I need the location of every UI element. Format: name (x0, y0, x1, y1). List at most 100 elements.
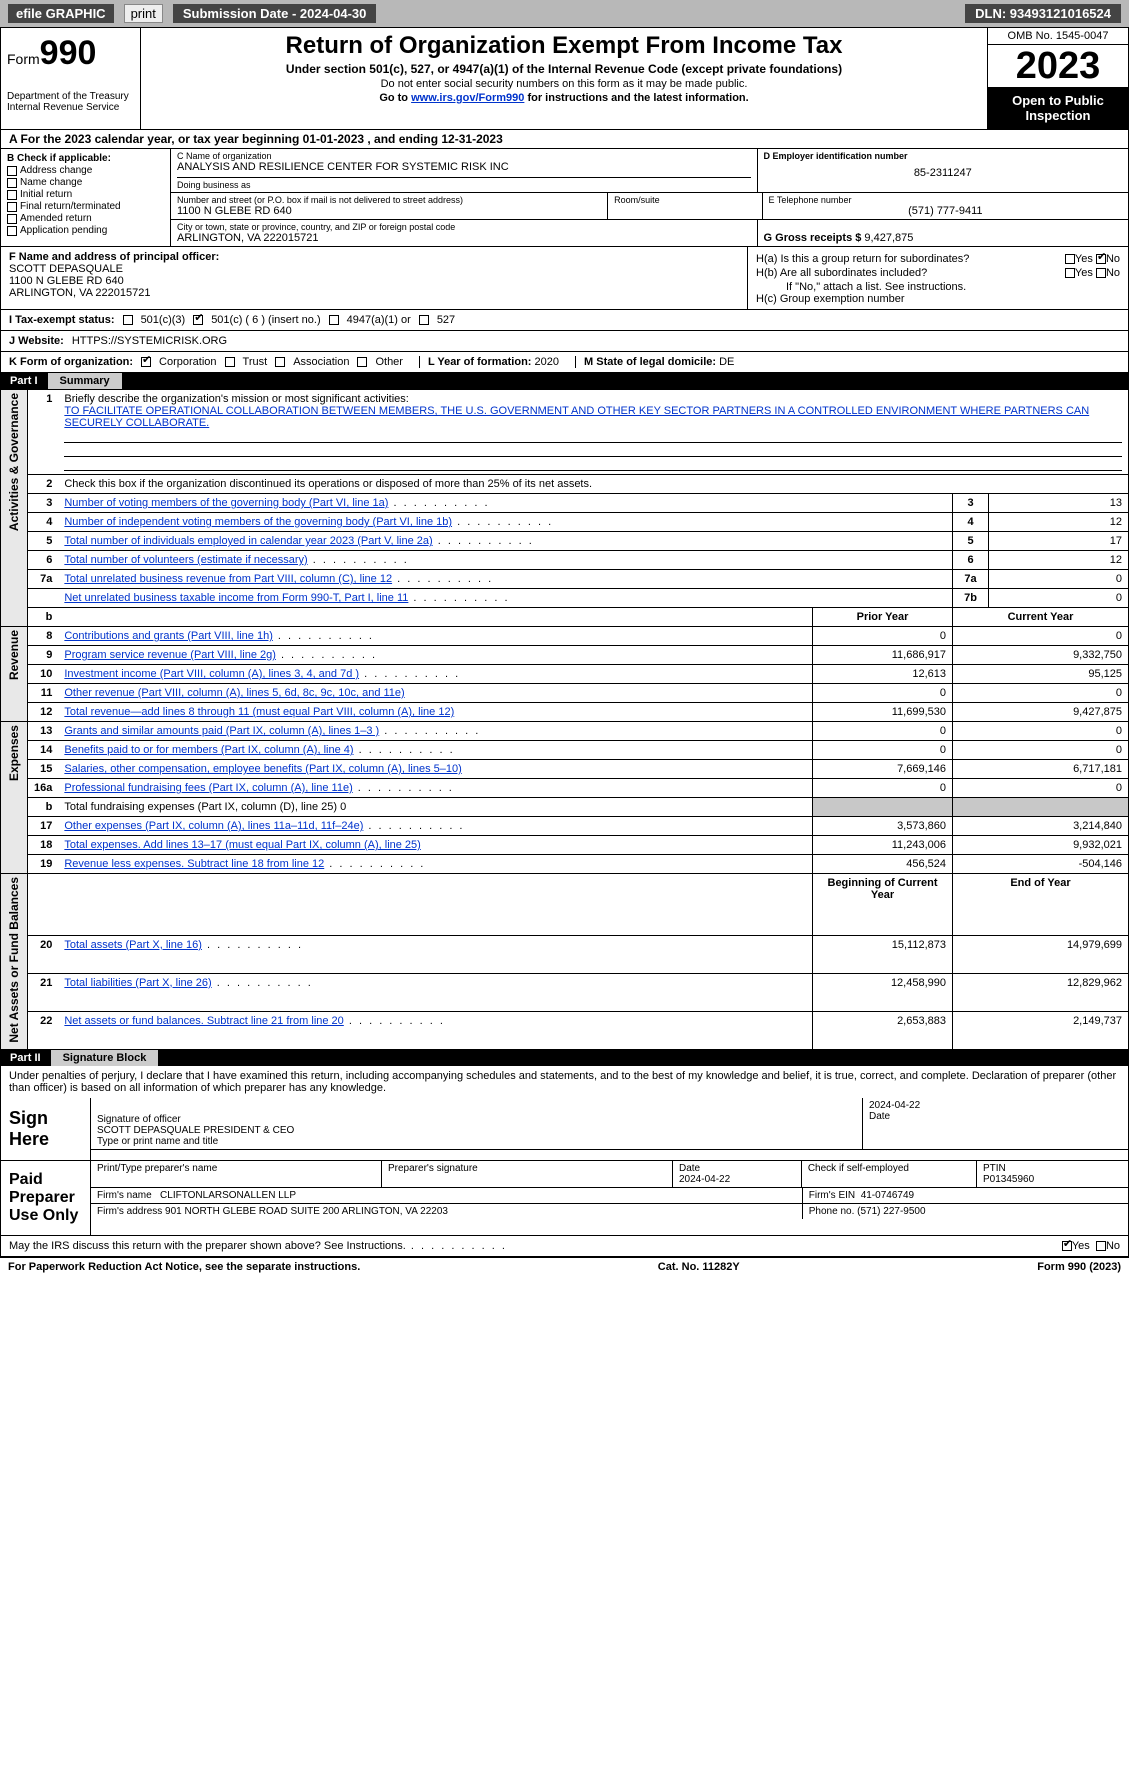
line17[interactable]: Other expenses (Part IX, column (A), lin… (64, 820, 363, 832)
checkbox-initial-return[interactable] (7, 190, 17, 200)
line20[interactable]: Total assets (Part X, line 16) (64, 939, 202, 951)
val-4: 12 (989, 513, 1129, 532)
gross-receipts-value: 9,427,875 (864, 232, 913, 244)
checkbox-corporation[interactable] (141, 357, 151, 367)
checkbox-name-change[interactable] (7, 178, 17, 188)
val-6: 12 (989, 551, 1129, 570)
firm-name: CLIFTONLARSONALLEN LLP (160, 1190, 296, 1201)
discuss-row: May the IRS discuss this return with the… (0, 1236, 1129, 1257)
part-i-header: Part I Summary (0, 373, 1129, 389)
paid-preparer-label: Paid Preparer Use Only (1, 1161, 91, 1235)
line5[interactable]: Total number of individuals employed in … (64, 535, 432, 547)
checkbox-hb-no[interactable] (1096, 268, 1106, 278)
firm-address: 901 NORTH GLEBE ROAD SUITE 200 ARLINGTON… (165, 1206, 448, 1217)
ssn-warning: Do not enter social security numbers on … (149, 78, 979, 90)
hdr-prior: Prior Year (813, 608, 953, 627)
line21[interactable]: Total liabilities (Part X, line 26) (64, 977, 211, 989)
checkbox-ha-yes[interactable] (1065, 254, 1075, 264)
checkbox-discuss-no[interactable] (1096, 1241, 1106, 1251)
line6[interactable]: Total number of volunteers (estimate if … (64, 554, 307, 566)
line7a[interactable]: Total unrelated business revenue from Pa… (64, 573, 392, 585)
line18[interactable]: Total expenses. Add lines 13–17 (must eq… (64, 839, 420, 851)
line22[interactable]: Net assets or fund balances. Subtract li… (64, 1015, 343, 1027)
line13[interactable]: Grants and similar amounts paid (Part IX… (64, 725, 379, 737)
side-expenses: Expenses (7, 725, 21, 781)
val-7a: 0 (989, 570, 1129, 589)
line3[interactable]: Number of voting members of the governin… (64, 497, 388, 509)
prep-date: 2024-04-22 (679, 1174, 795, 1185)
form-number: Form990 (7, 34, 134, 73)
checkbox-ha-no[interactable] (1096, 254, 1106, 264)
part-ii-header: Part II Signature Block (0, 1050, 1129, 1066)
dba-label: Doing business as (177, 180, 751, 190)
submission-date: Submission Date - 2024-04-30 (173, 4, 377, 23)
line1-mission[interactable]: TO FACILITATE OPERATIONAL COLLABORATION … (64, 405, 1089, 429)
h-b-label: H(b) Are all subordinates included? (756, 267, 1065, 279)
line9[interactable]: Program service revenue (Part VIII, line… (64, 649, 276, 661)
checkbox-final-return[interactable] (7, 202, 17, 212)
hdr-beginning: Beginning of Current Year (813, 874, 953, 936)
section-f-h: F Name and address of principal officer:… (0, 247, 1129, 310)
line15[interactable]: Salaries, other compensation, employee b… (64, 763, 461, 775)
top-bar: efile GRAPHIC print Submission Date - 20… (0, 0, 1129, 27)
officer-name: SCOTT DEPASQUALE (9, 263, 739, 275)
line7b[interactable]: Net unrelated business taxable income fr… (64, 592, 408, 604)
omb-number: OMB No. 1545-0047 (988, 28, 1128, 45)
efile-badge: efile GRAPHIC (8, 4, 114, 23)
perjury-text: Under penalties of perjury, I declare th… (0, 1066, 1129, 1098)
line11[interactable]: Other revenue (Part VIII, column (A), li… (64, 687, 404, 699)
checkbox-hb-yes[interactable] (1065, 268, 1075, 278)
checkbox-application-pending[interactable] (7, 226, 17, 236)
summary-table: Activities & Governance 1 Briefly descri… (0, 389, 1129, 1050)
side-activities: Activities & Governance (7, 393, 21, 531)
org-name-label: C Name of organization (177, 151, 751, 161)
state-domicile: DE (719, 356, 734, 368)
line12[interactable]: Total revenue—add lines 8 through 11 (mu… (64, 706, 454, 718)
dln-number: DLN: 93493121016524 (965, 4, 1121, 23)
checkbox-501c3[interactable] (123, 315, 133, 325)
checkbox-discuss-yes[interactable] (1062, 1241, 1072, 1251)
checkbox-amended-return[interactable] (7, 214, 17, 224)
h-c-label: H(c) Group exemption number (756, 293, 1120, 305)
year-formation: 2020 (535, 356, 559, 368)
row-j-website: J Website: HTTPS://SYSTEMICRISK.ORG (0, 331, 1129, 352)
print-button[interactable]: print (124, 4, 163, 23)
checkbox-501c[interactable] (193, 315, 203, 325)
firm-phone: (571) 227-9500 (857, 1206, 925, 1217)
goto-suffix: for instructions and the latest informat… (524, 92, 748, 104)
ptin-value: P01345960 (983, 1174, 1122, 1185)
val-5: 17 (989, 532, 1129, 551)
footer-left: For Paperwork Reduction Act Notice, see … (8, 1261, 360, 1273)
line10[interactable]: Investment income (Part VIII, column (A)… (64, 668, 359, 680)
section-b-through-g: B Check if applicable: Address change Na… (0, 149, 1129, 247)
gross-receipts-label: G Gross receipts $ (764, 232, 865, 244)
row-i-tax-status: I Tax-exempt status: 501(c)(3) 501(c) ( … (0, 310, 1129, 331)
row-a-tax-year: A For the 2023 calendar year, or tax yea… (0, 130, 1129, 149)
irs-link[interactable]: www.irs.gov/Form990 (411, 92, 524, 104)
line8[interactable]: Contributions and grants (Part VIII, lin… (64, 630, 273, 642)
checkbox-4947[interactable] (329, 315, 339, 325)
checkbox-association[interactable] (275, 357, 285, 367)
hdr-end: End of Year (953, 874, 1129, 936)
line2: Check this box if the organization disco… (64, 478, 592, 490)
officer-label: F Name and address of principal officer: (9, 251, 739, 263)
org-name: ANALYSIS AND RESILIENCE CENTER FOR SYSTE… (177, 161, 751, 173)
line14[interactable]: Benefits paid to or for members (Part IX… (64, 744, 353, 756)
city-label: City or town, state or province, country… (177, 222, 751, 232)
checkbox-trust[interactable] (225, 357, 235, 367)
sig-date-top: 2024-04-22 (869, 1100, 1122, 1111)
checkbox-other[interactable] (357, 357, 367, 367)
h-a-label: H(a) Is this a group return for subordin… (756, 253, 1065, 265)
checkbox-527[interactable] (419, 315, 429, 325)
officer-signature-name: SCOTT DEPASQUALE PRESIDENT & CEO (97, 1125, 856, 1136)
tax-year: 2023 (988, 45, 1128, 87)
line16b: Total fundraising expenses (Part IX, col… (64, 801, 346, 813)
line16a[interactable]: Professional fundraising fees (Part IX, … (64, 782, 352, 794)
city-value: ARLINGTON, VA 222015721 (177, 232, 751, 244)
line4[interactable]: Number of independent voting members of … (64, 516, 452, 528)
line19[interactable]: Revenue less expenses. Subtract line 18 … (64, 858, 324, 870)
side-netassets: Net Assets or Fund Balances (7, 877, 21, 1043)
checkbox-address-change[interactable] (7, 166, 17, 176)
firm-ein: 41-0746749 (861, 1190, 914, 1201)
val-3: 13 (989, 494, 1129, 513)
